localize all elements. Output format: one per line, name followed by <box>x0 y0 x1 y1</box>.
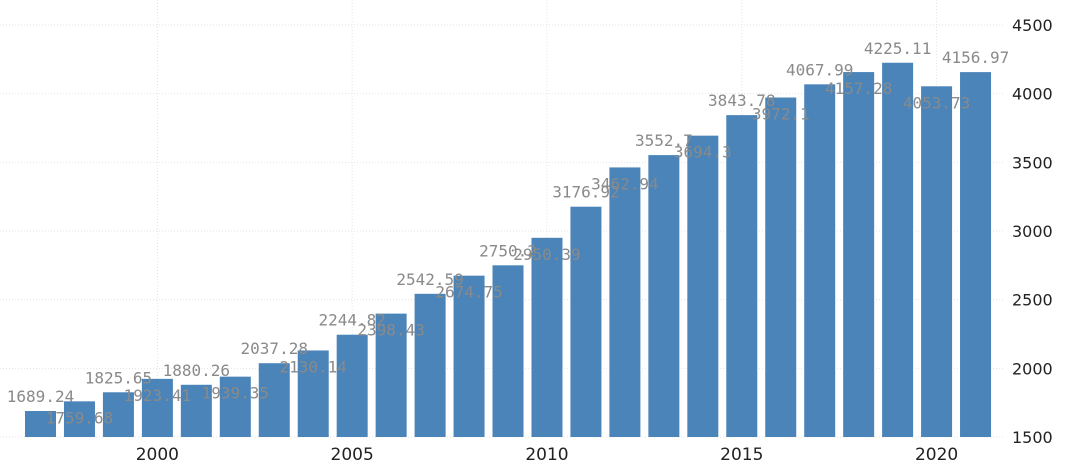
data-label-2019: 4225.11 <box>864 39 931 58</box>
bar-2007 <box>414 293 446 437</box>
data-label-2012: 3462.94 <box>591 174 658 193</box>
data-label-2004: 2130.14 <box>280 357 347 376</box>
y-tick-label: 2000 <box>1012 359 1053 378</box>
x-tick-label: 2005 <box>331 445 374 465</box>
bar-2021 <box>960 72 992 438</box>
x-tick-label: 2000 <box>136 445 179 465</box>
data-label-1997: 1689.24 <box>7 387 74 406</box>
bar-2012 <box>609 167 641 437</box>
bar-2009 <box>492 265 524 437</box>
bar-2008 <box>453 275 485 437</box>
bar-2000 <box>141 378 173 437</box>
data-label-2015: 3843.78 <box>708 91 775 110</box>
bar-2004 <box>297 350 329 437</box>
bar-2011 <box>570 206 602 437</box>
data-label-2020: 4053.73 <box>903 93 970 112</box>
bar-1997 <box>25 411 56 437</box>
bar-2018 <box>843 72 875 437</box>
y-tick-label: 2500 <box>1012 291 1053 310</box>
data-label-2007: 2542.59 <box>396 270 463 289</box>
data-label-1998: 1759.68 <box>46 408 113 427</box>
data-label-2005: 2244.82 <box>318 311 385 330</box>
data-label-2017: 4067.99 <box>786 60 853 79</box>
data-label-2000: 1923.41 <box>124 386 191 405</box>
data-label-2008: 2674.75 <box>435 283 502 302</box>
x-tick-label: 2010 <box>525 445 568 465</box>
x-axis: 2000 2005 2010 2015 2020 <box>136 445 958 465</box>
bar-2001 <box>180 384 212 437</box>
bar-layer <box>25 62 992 438</box>
bar-2005 <box>336 334 368 437</box>
y-tick-label: 3000 <box>1012 222 1053 241</box>
x-tick-label: 2020 <box>915 445 958 465</box>
data-label-2011: 3176.92 <box>552 183 619 202</box>
bar-2017 <box>804 84 836 437</box>
x-tick-label: 2015 <box>720 445 763 465</box>
bar-2020 <box>921 86 953 437</box>
data-label-2001: 1880.26 <box>163 361 230 380</box>
data-label-2003: 2037.28 <box>241 339 308 358</box>
y-tick-label: 4000 <box>1012 85 1053 104</box>
bar-2006 <box>375 313 407 437</box>
data-label-2010: 2950.39 <box>513 245 580 264</box>
bar-2010 <box>531 237 563 437</box>
bar-2013 <box>648 155 680 437</box>
data-label-2016: 3972.1 <box>752 104 810 123</box>
data-label-2014: 3694.3 <box>674 143 732 162</box>
y-axis: 1500 2000 2500 3000 3500 4000 4500 <box>1012 16 1053 447</box>
data-label-2002: 1939.35 <box>202 384 269 403</box>
bar-1998 <box>63 401 95 437</box>
y-tick-label: 4500 <box>1012 16 1053 35</box>
bar-1999 <box>102 392 134 437</box>
bar-2015 <box>726 115 758 437</box>
data-label-1999: 1825.65 <box>85 368 152 387</box>
y-tick-label: 1500 <box>1012 428 1053 447</box>
bar-2014 <box>687 135 719 437</box>
data-label-2018: 4157.28 <box>825 79 892 98</box>
bar-2002 <box>219 376 251 437</box>
bar-2003 <box>258 363 290 437</box>
data-label-2009: 2750.2 <box>479 241 537 260</box>
bar-2016 <box>765 97 797 438</box>
data-label-2021: 4156.97 <box>942 48 1009 67</box>
data-label-2013: 3552.7 <box>635 131 693 150</box>
y-tick-label: 3500 <box>1012 153 1053 172</box>
data-label-2006: 2398.43 <box>357 321 424 340</box>
bar-2019 <box>882 62 914 438</box>
